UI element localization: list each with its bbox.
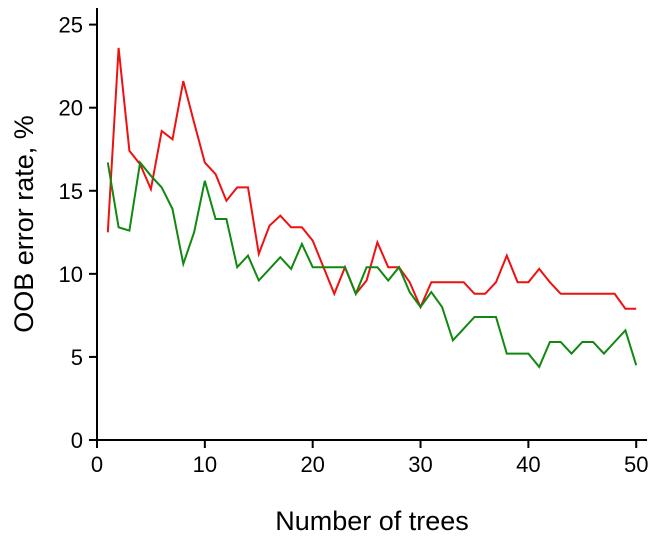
x-tick-label: 10 <box>193 452 217 477</box>
x-tick-label: 20 <box>300 452 324 477</box>
series-group <box>106 47 638 369</box>
axes <box>96 8 647 441</box>
x-tick-label: 50 <box>624 452 648 477</box>
x-ticks: 0 10 20 30 40 50 <box>91 440 648 477</box>
series-line-2 <box>106 160 638 369</box>
x-tick-label: 40 <box>516 452 540 477</box>
y-axis-title: OOB error rate, % <box>9 115 39 333</box>
y-tick-label: 15 <box>59 179 83 204</box>
y-tick-label: 5 <box>71 345 83 370</box>
y-tick-label: 0 <box>71 428 83 453</box>
x-tick-label: 30 <box>408 452 432 477</box>
y-tick-label: 10 <box>59 262 83 287</box>
y-tick-label: 25 <box>59 13 83 38</box>
y-tick-label: 20 <box>59 96 83 121</box>
x-axis-title: Number of trees <box>275 506 469 536</box>
x-tick-label: 0 <box>91 452 103 477</box>
y-ticks: 0 5 10 15 20 25 <box>59 13 97 453</box>
series-line-1 <box>106 47 637 310</box>
